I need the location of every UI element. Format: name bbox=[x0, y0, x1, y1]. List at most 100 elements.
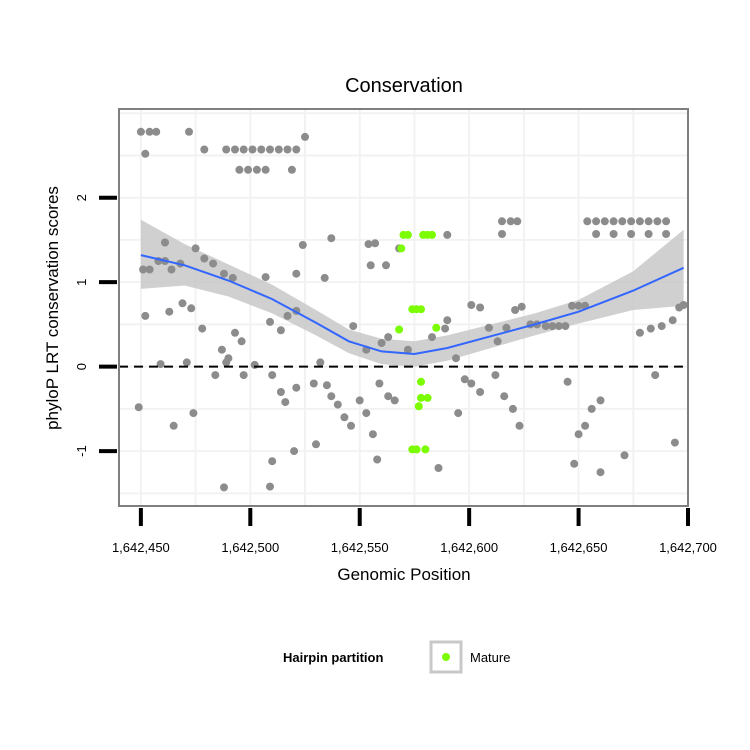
point-other bbox=[364, 240, 373, 249]
point-mature bbox=[421, 445, 430, 454]
point-other bbox=[290, 447, 299, 456]
x-tick-label: 1,642,650 bbox=[550, 540, 608, 555]
point-other bbox=[618, 217, 627, 226]
point-other bbox=[189, 409, 198, 418]
point-other bbox=[169, 421, 178, 430]
point-other bbox=[178, 299, 187, 308]
point-other bbox=[375, 379, 384, 388]
point-mature bbox=[428, 230, 436, 239]
point-other bbox=[644, 230, 653, 238]
point-other bbox=[327, 392, 336, 401]
point-other bbox=[316, 358, 325, 367]
point-other bbox=[211, 371, 220, 380]
point-other bbox=[644, 217, 653, 226]
point-other bbox=[312, 440, 320, 449]
point-other bbox=[340, 413, 349, 422]
point-other bbox=[220, 483, 228, 492]
point-other bbox=[581, 421, 590, 430]
point-other bbox=[274, 145, 283, 154]
point-other bbox=[239, 371, 248, 380]
legend-label-mature: Mature bbox=[470, 650, 510, 665]
point-other bbox=[368, 430, 377, 439]
point-other bbox=[502, 323, 511, 332]
y-tick-label: 2 bbox=[74, 194, 89, 201]
point-other bbox=[596, 468, 605, 477]
point-other bbox=[574, 301, 583, 310]
point-other bbox=[467, 379, 476, 388]
point-other bbox=[261, 165, 270, 174]
point-other bbox=[136, 127, 145, 136]
point-other bbox=[261, 273, 270, 282]
point-other bbox=[156, 360, 165, 369]
point-other bbox=[200, 145, 209, 154]
point-mature bbox=[414, 402, 423, 411]
y-tick-label: 0 bbox=[74, 363, 89, 370]
point-other bbox=[250, 360, 259, 369]
point-other bbox=[491, 371, 500, 380]
point-other bbox=[228, 273, 237, 282]
point-other bbox=[511, 306, 520, 314]
point-other bbox=[237, 337, 246, 346]
point-other bbox=[257, 145, 266, 154]
point-other bbox=[515, 421, 524, 430]
point-other bbox=[382, 261, 390, 270]
y-tick-label: 1 bbox=[74, 279, 89, 286]
point-other bbox=[145, 265, 154, 274]
point-other bbox=[653, 217, 662, 226]
point-other bbox=[266, 317, 274, 326]
point-other bbox=[268, 371, 277, 380]
point-other bbox=[635, 217, 644, 226]
x-axis: 1,642,450 1,642,500 1,642,550 1,642,600 1,64… bbox=[112, 508, 717, 555]
point-other bbox=[568, 301, 576, 310]
point-other bbox=[167, 265, 176, 274]
point-other bbox=[609, 217, 618, 226]
x-tick-label: 1,642,600 bbox=[440, 540, 498, 555]
y-axis: -1 0 1 2 bbox=[74, 194, 117, 457]
point-other bbox=[220, 269, 228, 278]
point-other bbox=[609, 230, 618, 238]
point-other bbox=[320, 273, 329, 282]
point-other bbox=[198, 324, 207, 333]
point-other bbox=[371, 239, 380, 248]
point-other bbox=[428, 333, 436, 342]
point-other bbox=[349, 322, 358, 331]
point-other bbox=[134, 403, 143, 412]
point-other bbox=[191, 244, 200, 253]
point-other bbox=[620, 451, 629, 460]
smooth-fit-line bbox=[140, 254, 685, 356]
point-other bbox=[161, 238, 169, 247]
point-other bbox=[498, 217, 506, 226]
point-other bbox=[384, 392, 393, 401]
x-tick-label: 1,642,550 bbox=[331, 540, 389, 555]
point-other bbox=[283, 311, 292, 320]
point-other bbox=[668, 316, 677, 325]
x-tick-label: 1,642,700 bbox=[659, 540, 717, 555]
point-other bbox=[145, 127, 154, 136]
point-other bbox=[333, 400, 342, 409]
point-other bbox=[347, 421, 355, 430]
point-other bbox=[561, 322, 570, 331]
point-mature bbox=[403, 230, 412, 239]
point-other bbox=[670, 438, 679, 447]
point-other bbox=[292, 383, 301, 392]
legend-mature-swatch bbox=[442, 653, 450, 661]
point-other bbox=[452, 354, 460, 363]
point-mature bbox=[397, 244, 406, 253]
point-other bbox=[662, 230, 671, 238]
x-tick-label: 1,642,500 bbox=[221, 540, 279, 555]
point-other bbox=[592, 217, 601, 226]
point-other bbox=[373, 455, 382, 464]
point-other bbox=[266, 482, 274, 491]
point-other bbox=[508, 404, 517, 413]
confidence-band bbox=[140, 219, 684, 367]
point-other bbox=[231, 145, 239, 154]
point-other bbox=[384, 333, 393, 342]
point-other bbox=[627, 230, 636, 238]
point-other bbox=[327, 234, 336, 243]
legend-title: Hairpin partition bbox=[283, 650, 383, 665]
point-other bbox=[209, 259, 218, 268]
point-other bbox=[239, 145, 248, 154]
x-tick-label: 1,642,450 bbox=[112, 540, 170, 555]
point-other bbox=[467, 301, 476, 309]
